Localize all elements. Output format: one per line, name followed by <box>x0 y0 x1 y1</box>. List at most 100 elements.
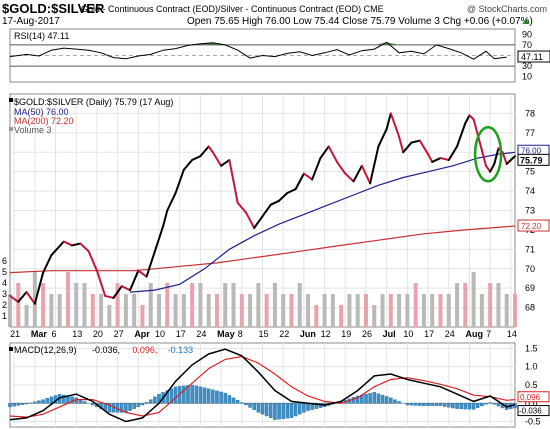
price-segment <box>112 285 123 299</box>
chart-symbol: $GOLD:$SILVER <box>2 1 105 16</box>
macd-histogram-bar <box>355 395 360 404</box>
price-x-tick-label: 21 <box>10 329 20 339</box>
macd-histogram-bar <box>418 403 422 406</box>
volume-bar <box>165 283 170 327</box>
macd-histogram-bar <box>240 402 244 404</box>
macd-legend-value: 0.096, <box>132 345 157 355</box>
price-segment <box>199 145 210 158</box>
macd-histogram-bar <box>393 399 397 404</box>
macd-histogram-bar <box>289 403 294 419</box>
volume-bar <box>132 294 137 327</box>
price-segment <box>398 135 405 154</box>
macd-histogram-bar <box>33 401 37 404</box>
macd-histogram-bar <box>475 403 480 408</box>
price-tick-label: 73 <box>525 206 535 216</box>
macd-histogram-bar <box>194 385 199 404</box>
price-last-box <box>517 153 550 166</box>
price-tick-label: 75 <box>525 167 535 177</box>
price-segment <box>87 250 98 272</box>
volume-bar <box>397 294 402 327</box>
price-segment <box>62 240 74 247</box>
macd-histogram-bar <box>409 403 414 406</box>
volume-bar <box>455 283 460 327</box>
volume-bar <box>372 305 377 327</box>
macd-histogram-bar <box>107 403 112 413</box>
contract-description: Gold - Continuous Contract (EOD)/Silver … <box>81 4 384 14</box>
macd-histogram-bar <box>389 397 393 404</box>
price-segment <box>182 159 194 171</box>
price-segment <box>369 145 380 185</box>
macd-histogram-bar <box>488 402 492 404</box>
macd-histogram-bar <box>368 393 372 404</box>
volume-bar <box>198 283 203 327</box>
price-segment <box>17 291 28 303</box>
price-segment <box>253 215 264 229</box>
price-segment <box>456 122 467 148</box>
volume-bar <box>41 283 46 327</box>
volume-bar <box>190 283 195 327</box>
volume-bar <box>65 272 70 327</box>
macd-histogram-bar <box>269 403 273 419</box>
volume-bar <box>438 294 443 327</box>
volume-bar <box>289 294 294 327</box>
volume-bar <box>74 283 79 327</box>
volume-bar <box>471 272 476 327</box>
price-segment <box>493 147 500 165</box>
price-segment <box>71 242 82 247</box>
macd-histogram-bar <box>227 395 232 404</box>
macd-signal-last-box <box>517 391 550 403</box>
macd-histogram-bar <box>438 403 443 406</box>
macd-histogram-bar <box>447 403 451 408</box>
price-segment <box>137 269 148 278</box>
volume-bar <box>347 294 352 327</box>
price-segment <box>166 192 177 212</box>
ohlc-readout: Open 75.65 High 76.00 Low 75.44 Close 75… <box>187 16 533 27</box>
macd-legend-value: -0.133 <box>168 345 194 355</box>
macd-histogram-bar <box>384 396 389 404</box>
macd-histogram-bar <box>496 403 501 407</box>
volume-tick-label: 3 <box>2 289 7 299</box>
volume-bar <box>488 283 493 327</box>
macd-legend-prefix: MACD(12,26,9) <box>14 345 77 355</box>
rsi-legend: RSI(14) 47.11 <box>14 31 69 41</box>
macd-histogram-bar <box>165 390 170 404</box>
rsi-tick-label: 30 <box>522 61 532 71</box>
volume-bar <box>281 294 286 327</box>
macd-tick-label: 1.0 <box>525 362 538 372</box>
macd-histogram-bar <box>182 385 186 404</box>
price-segment <box>278 192 289 202</box>
price-segment <box>480 149 488 167</box>
macd-histogram-bar <box>132 403 136 409</box>
volume-bar <box>388 294 393 327</box>
volume-bar <box>421 294 426 327</box>
macd-histogram-bar <box>231 397 236 404</box>
macd-histogram-bar <box>281 403 285 419</box>
volume-tick-label: 6 <box>2 256 7 266</box>
price-tick-label: 74 <box>525 186 535 196</box>
chart-date: 17-Aug-2017 <box>2 16 60 27</box>
macd-histogram-bar <box>91 403 95 406</box>
macd-histogram-bar <box>136 403 141 408</box>
price-segment <box>352 164 363 183</box>
macd-tick-label: 0.0 <box>525 398 538 408</box>
price-segment <box>327 145 339 163</box>
macd-histogram-bar <box>430 403 434 406</box>
macd-histogram-bar <box>144 402 149 404</box>
volume-bar <box>256 283 261 327</box>
macd-histogram-bar <box>434 403 439 406</box>
volume-bar <box>123 294 128 327</box>
volume-bar <box>363 294 368 327</box>
price-legend-ma50: MA(50) 76.00 <box>14 107 69 117</box>
macd-histogram-bar <box>120 403 124 413</box>
macd-histogram-bar <box>306 403 310 411</box>
price-segment <box>145 250 156 278</box>
chart-area: 1030507090RSI(14) 47.1147.11686970717273… <box>2 28 550 428</box>
price-segment <box>104 294 115 299</box>
macd-histogram-bar <box>285 403 290 419</box>
price-x-tick-label: 26 <box>362 329 372 339</box>
volume-bar <box>173 294 178 327</box>
price-x-tick-label: 12 <box>321 329 331 339</box>
macd-histogram-bar <box>20 403 25 405</box>
macd-histogram-bar <box>277 403 281 420</box>
volume-bar <box>239 294 244 327</box>
